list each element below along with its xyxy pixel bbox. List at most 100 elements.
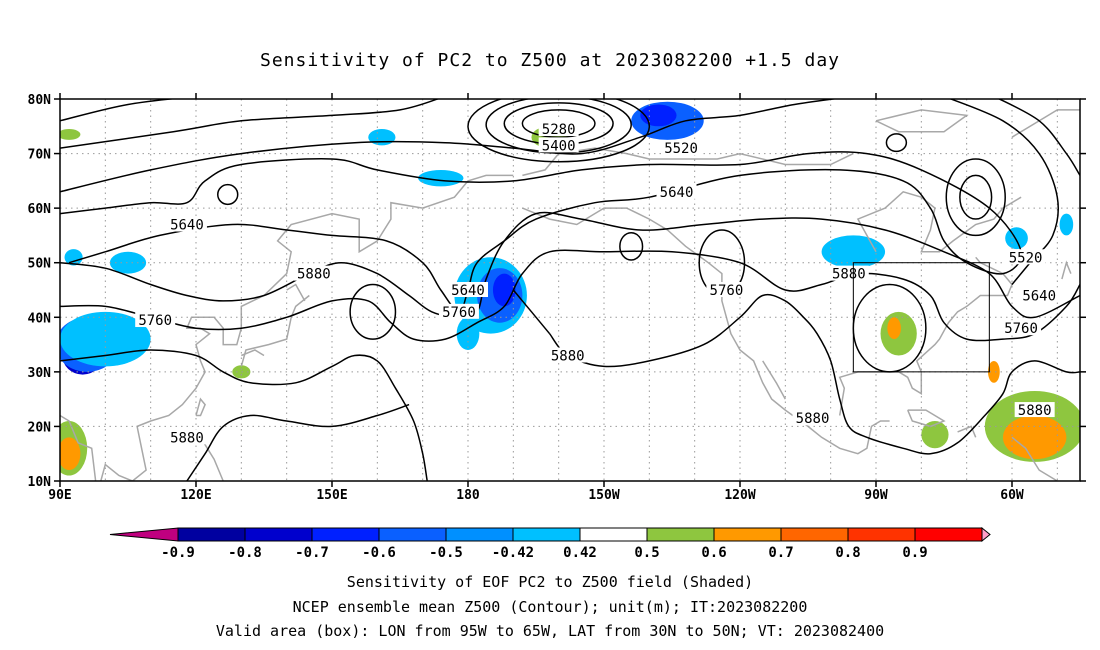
z500-contour	[60, 99, 440, 149]
contour-label-bg	[1014, 402, 1055, 418]
sensitivity-patch	[821, 235, 886, 269]
contour-label-bg	[538, 137, 579, 153]
coastline	[240, 294, 310, 367]
valid-area-box	[852, 262, 990, 373]
contour-label-bg	[1005, 249, 1046, 265]
lat-label: 50N	[28, 257, 52, 272]
lon-label: 90W	[864, 488, 888, 503]
coastline	[957, 425, 977, 438]
contour-label: 5880	[297, 267, 331, 283]
contour-label: 5640	[660, 185, 694, 201]
valid-area-rect	[852, 262, 990, 373]
colorbar-label: 0.6	[701, 545, 726, 561]
colorbar-segment	[311, 527, 380, 542]
contour-label: 5400	[542, 138, 576, 154]
z500-contour	[485, 99, 632, 154]
coastlines	[60, 109, 1080, 481]
contour-label: 5880	[796, 411, 830, 427]
coastline	[856, 190, 1022, 253]
colorbar-label: 0.7	[768, 545, 793, 561]
lon-label: 180	[456, 488, 480, 503]
coastline	[762, 360, 786, 400]
lon-label: 150E	[316, 488, 347, 503]
lon-label: 120E	[180, 488, 211, 503]
colorbar-label: 0.5	[634, 545, 659, 561]
colorbar-segment	[177, 527, 246, 542]
z500-contour	[60, 211, 1080, 319]
contour-label-bg	[166, 216, 207, 232]
colorbar-label: -0.7	[295, 545, 329, 561]
coastline	[1011, 436, 1058, 481]
contour-label-bg	[438, 303, 479, 319]
contour-label: 5880	[1018, 403, 1052, 419]
colorbar-segment	[914, 527, 983, 542]
contour-label-bg	[448, 282, 488, 297]
z500-contour	[467, 99, 651, 163]
sensitivity-patch	[492, 273, 516, 307]
coastline	[522, 147, 854, 177]
lat-label: 30N	[28, 366, 52, 381]
map-frame	[59, 98, 1081, 482]
sensitivity-patch	[64, 249, 83, 266]
caption-line-1: Sensitivity of EOF PC2 to Z500 field (Sh…	[346, 573, 754, 591]
z500-contour	[60, 249, 1080, 342]
colorbar-label: 0.9	[902, 545, 927, 561]
contour-label: 5760	[138, 313, 172, 329]
coastline	[199, 436, 224, 481]
coastline	[286, 283, 306, 302]
z500-contour	[217, 183, 239, 206]
colorbar-segment	[780, 527, 849, 542]
contour-label-bg	[1001, 320, 1042, 336]
colorbar-segment	[713, 527, 782, 542]
colorbar-label: 0.42	[563, 545, 597, 561]
lat-label: 80N	[28, 93, 52, 108]
z500-contour	[60, 99, 839, 193]
sensitivity-patch	[60, 437, 81, 471]
sensitivity-patch	[368, 129, 396, 146]
sensitivity-patch	[60, 129, 81, 140]
colorbar-label: -0.6	[362, 545, 396, 561]
lon-label: 120W	[724, 488, 755, 503]
colorbar-label: 0.8	[835, 545, 860, 561]
caption-line-2: NCEP ensemble mean Z500 (Contour); unit(…	[292, 598, 808, 616]
colorbar-segment	[579, 527, 648, 542]
colorbar-segment	[445, 527, 514, 542]
z500-contour	[997, 99, 1080, 176]
z500-contour	[60, 99, 177, 122]
sensitivity-patch	[418, 169, 464, 187]
contour-label-bg	[656, 183, 697, 199]
coastline	[100, 174, 514, 481]
z500-contours	[60, 99, 1080, 481]
z500-contour	[959, 174, 993, 220]
coastline	[60, 414, 97, 481]
lat-label: 70N	[28, 148, 52, 163]
colorbar-segment	[378, 527, 447, 542]
sensitivity-patch	[1005, 227, 1028, 250]
sensitivity-patch	[109, 251, 147, 274]
z500-contour	[549, 293, 1080, 455]
contour-label: 5640	[451, 283, 485, 299]
z500-contour	[945, 158, 1006, 237]
sensitivity-patch	[987, 360, 1000, 383]
coastline	[875, 109, 969, 133]
lat-label: 60N	[28, 202, 52, 217]
z500-contour	[619, 231, 644, 261]
lat-label: 20N	[28, 420, 52, 435]
contour-label-bg	[135, 312, 176, 328]
contour-label-bg	[706, 282, 747, 297]
coastline	[1061, 260, 1072, 280]
contour-label: 5880	[832, 267, 866, 283]
sensitivity-patch	[921, 420, 949, 449]
sensitivity-patch	[456, 317, 480, 351]
colorbar-label: -0.5	[429, 545, 463, 561]
z500-contour	[521, 109, 596, 138]
sensitivity-patch	[232, 365, 251, 379]
sensitivity-patch	[640, 104, 677, 127]
colorbar-segment	[512, 527, 581, 542]
coastline	[907, 409, 946, 428]
caption-line-3: Valid area (box): LON from 95W to 65W, L…	[215, 622, 885, 640]
coastline	[241, 349, 265, 357]
z500-contour	[60, 151, 1023, 313]
